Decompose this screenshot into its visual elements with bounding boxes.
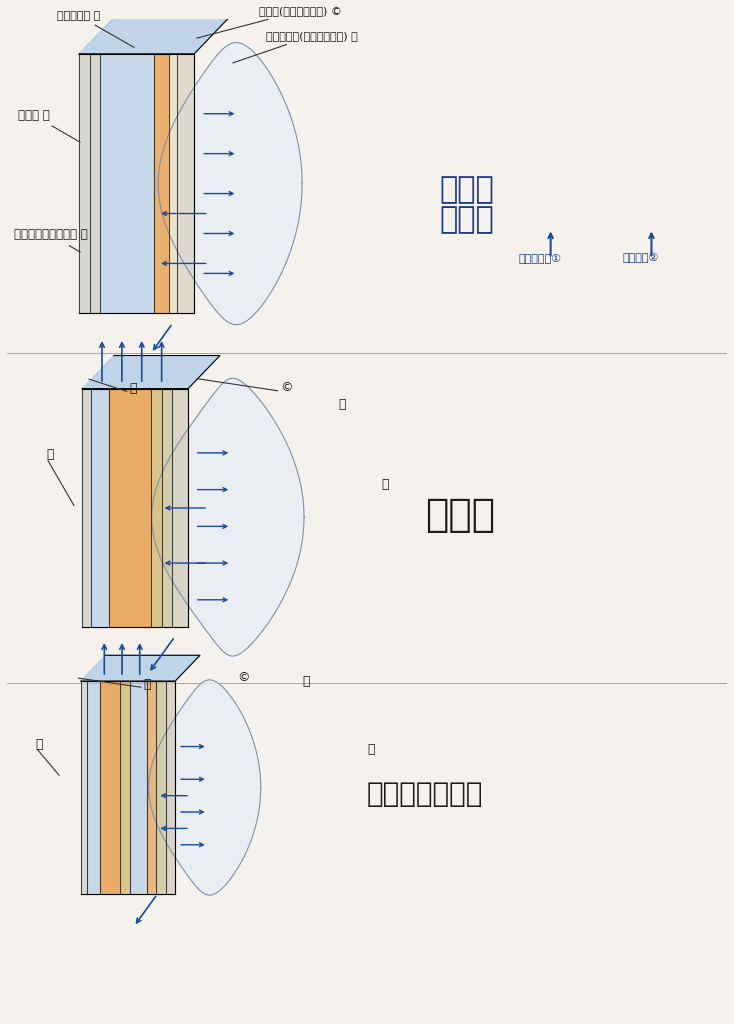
Polygon shape	[87, 681, 100, 894]
Text: 外断熱: 外断熱	[424, 496, 495, 534]
Polygon shape	[161, 389, 172, 628]
Polygon shape	[90, 54, 100, 313]
Text: プラスターボード等 ⓔ: プラスターボード等 ⓔ	[14, 228, 88, 252]
Text: ⓓ: ⓓ	[338, 398, 346, 412]
Polygon shape	[172, 389, 188, 628]
Polygon shape	[82, 355, 220, 389]
Text: ⓐ: ⓐ	[46, 449, 54, 461]
Text: 透湿シート ⓑ: 透湿シート ⓑ	[57, 11, 134, 47]
Polygon shape	[177, 54, 195, 313]
Text: 内断熱: 内断熱	[439, 206, 494, 234]
Text: 湿気の空気①: 湿気の空気①	[518, 254, 562, 263]
Polygon shape	[100, 54, 154, 313]
Text: 繊維質: 繊維質	[439, 175, 494, 205]
Polygon shape	[169, 54, 177, 313]
Text: 外壁材 ⓐ: 外壁材 ⓐ	[18, 109, 80, 142]
Polygon shape	[151, 389, 161, 628]
Polygon shape	[120, 681, 130, 894]
Polygon shape	[147, 681, 156, 894]
Polygon shape	[81, 655, 200, 681]
Text: 断熱材(グラスウール) ©: 断熱材(グラスウール) ©	[197, 6, 342, 38]
Polygon shape	[152, 378, 304, 656]
Polygon shape	[79, 54, 90, 313]
Polygon shape	[90, 389, 109, 628]
Text: 防湿シート(ポリエチレン) ⓓ: 防湿シート(ポリエチレン) ⓓ	[233, 31, 358, 62]
Polygon shape	[149, 680, 261, 895]
Text: ⓑ: ⓑ	[144, 678, 151, 690]
Polygon shape	[130, 681, 147, 894]
Polygon shape	[166, 681, 175, 894]
Text: 湿気箇所②: 湿気箇所②	[622, 253, 659, 263]
Polygon shape	[79, 9, 237, 54]
Polygon shape	[156, 681, 166, 894]
Polygon shape	[81, 681, 87, 894]
Text: ⓔ: ⓔ	[382, 478, 389, 492]
Text: ⓔ: ⓔ	[367, 742, 374, 756]
Polygon shape	[82, 389, 90, 628]
Polygon shape	[100, 681, 120, 894]
Text: ⓑ: ⓑ	[129, 382, 137, 395]
Polygon shape	[154, 54, 169, 313]
Text: ⓓ: ⓓ	[302, 675, 310, 688]
Polygon shape	[109, 389, 151, 628]
Text: 外断熱＋内断熱: 外断熱＋内断熱	[367, 780, 484, 809]
Text: ⓐ: ⓐ	[36, 737, 43, 751]
Text: ©: ©	[237, 671, 250, 684]
Polygon shape	[159, 43, 302, 325]
Text: ©: ©	[280, 381, 293, 394]
